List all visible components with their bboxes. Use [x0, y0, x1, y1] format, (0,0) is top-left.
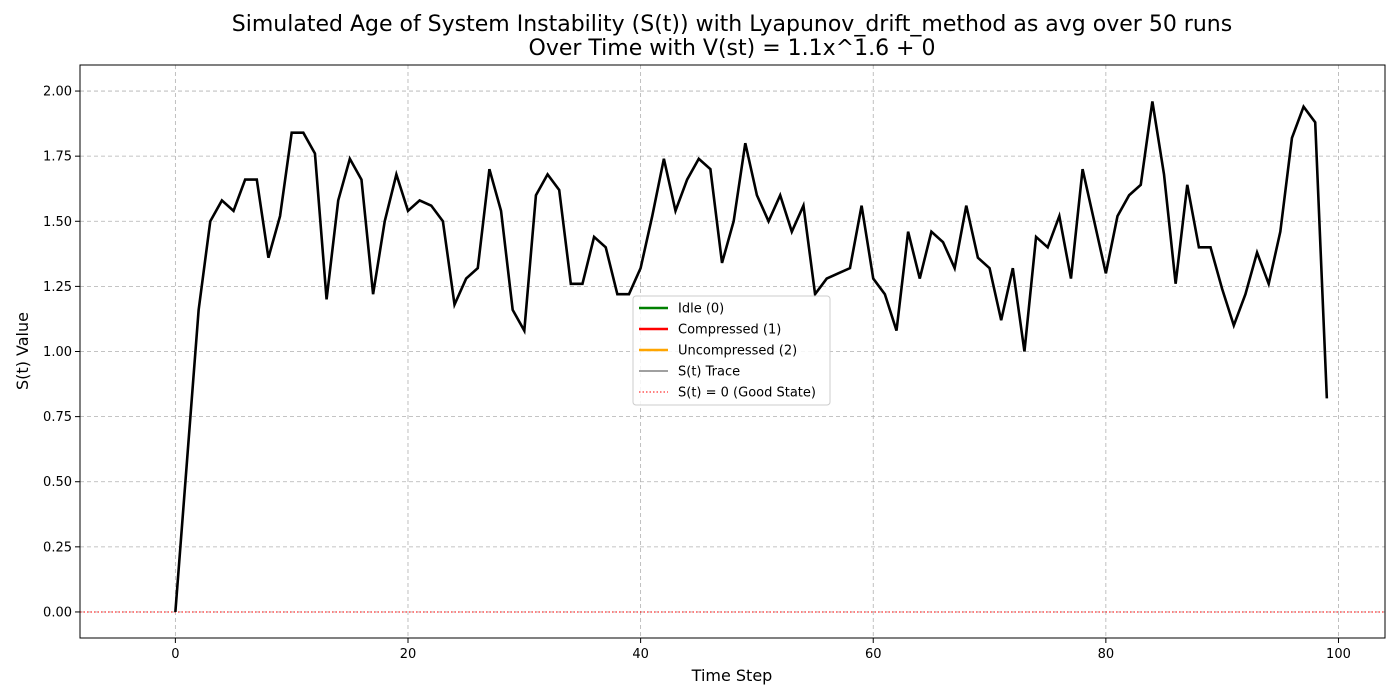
x-tick-label: 40 [632, 647, 649, 662]
x-axis-ticks: 0 20 40 60 80 100 [171, 638, 1351, 662]
legend: Idle (0) Compressed (1) Uncompressed (2) S(… [632, 295, 831, 406]
legend-box [632, 295, 831, 406]
x-tick-label: 60 [865, 647, 882, 662]
y-tick-label: 1.75 [43, 150, 72, 165]
legend-label: S(t) Trace [678, 365, 740, 380]
y-axis-label: S(t) Value [13, 312, 32, 390]
y-tick-label: 1.50 [43, 215, 72, 230]
legend-label: Idle (0) [678, 302, 724, 317]
y-tick-label: 0.25 [43, 540, 72, 555]
y-tick-label: 1.00 [43, 345, 72, 360]
y-tick-label: 0.00 [43, 605, 72, 620]
x-tick-label: 20 [400, 647, 417, 662]
y-axis-ticks: 0.00 0.25 0.50 0.75 1.00 1.25 1.50 1.75 2.00 [43, 85, 80, 620]
y-tick-label: 1.25 [43, 280, 72, 295]
x-tick-label: 0 [171, 647, 179, 662]
chart-title-line2: Over Time with V(st) = 1.1x^1.6 + 0 [529, 36, 936, 61]
chart-title-line1: Simulated Age of System Instability (S(t… [232, 12, 1232, 37]
series-group [174, 101, 1329, 613]
series-line-st-trace [174, 101, 1329, 613]
y-tick-label: 2.00 [43, 85, 72, 100]
x-axis-label: Time Step [691, 666, 773, 685]
legend-label: Uncompressed (2) [678, 344, 797, 359]
x-tick-label: 80 [1098, 647, 1115, 662]
legend-label: S(t) = 0 (Good State) [678, 386, 816, 401]
x-tick-label: 100 [1326, 647, 1351, 662]
y-tick-label: 0.75 [43, 410, 72, 425]
y-tick-label: 0.50 [43, 475, 72, 490]
legend-label: Compressed (1) [678, 323, 781, 338]
